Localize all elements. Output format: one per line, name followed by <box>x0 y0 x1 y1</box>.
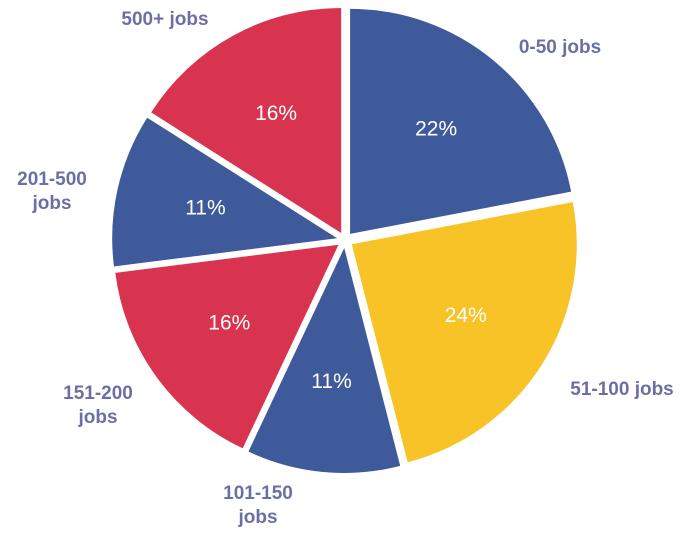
pie-slice <box>115 244 339 449</box>
category-label: 101-150 jobs <box>223 483 293 528</box>
pie-slice <box>351 202 577 463</box>
value-label: 11% <box>185 196 225 219</box>
category-label: 500+ jobs <box>121 9 209 30</box>
value-label: 11% <box>311 370 351 393</box>
category-label: 0-50 jobs <box>518 37 602 58</box>
value-label: 16% <box>208 312 250 335</box>
pie-slice <box>350 8 572 234</box>
category-label: 201-500 jobs <box>17 169 87 214</box>
pie-slice <box>248 247 401 473</box>
value-label: 22% <box>415 117 457 140</box>
value-label: 24% <box>445 304 487 327</box>
pie-slice <box>112 117 338 267</box>
category-label: 151-200 jobs <box>63 383 133 428</box>
pie-slice <box>151 7 342 233</box>
category-label: 51-100 jobs <box>570 379 674 400</box>
value-label: 16% <box>255 102 297 125</box>
